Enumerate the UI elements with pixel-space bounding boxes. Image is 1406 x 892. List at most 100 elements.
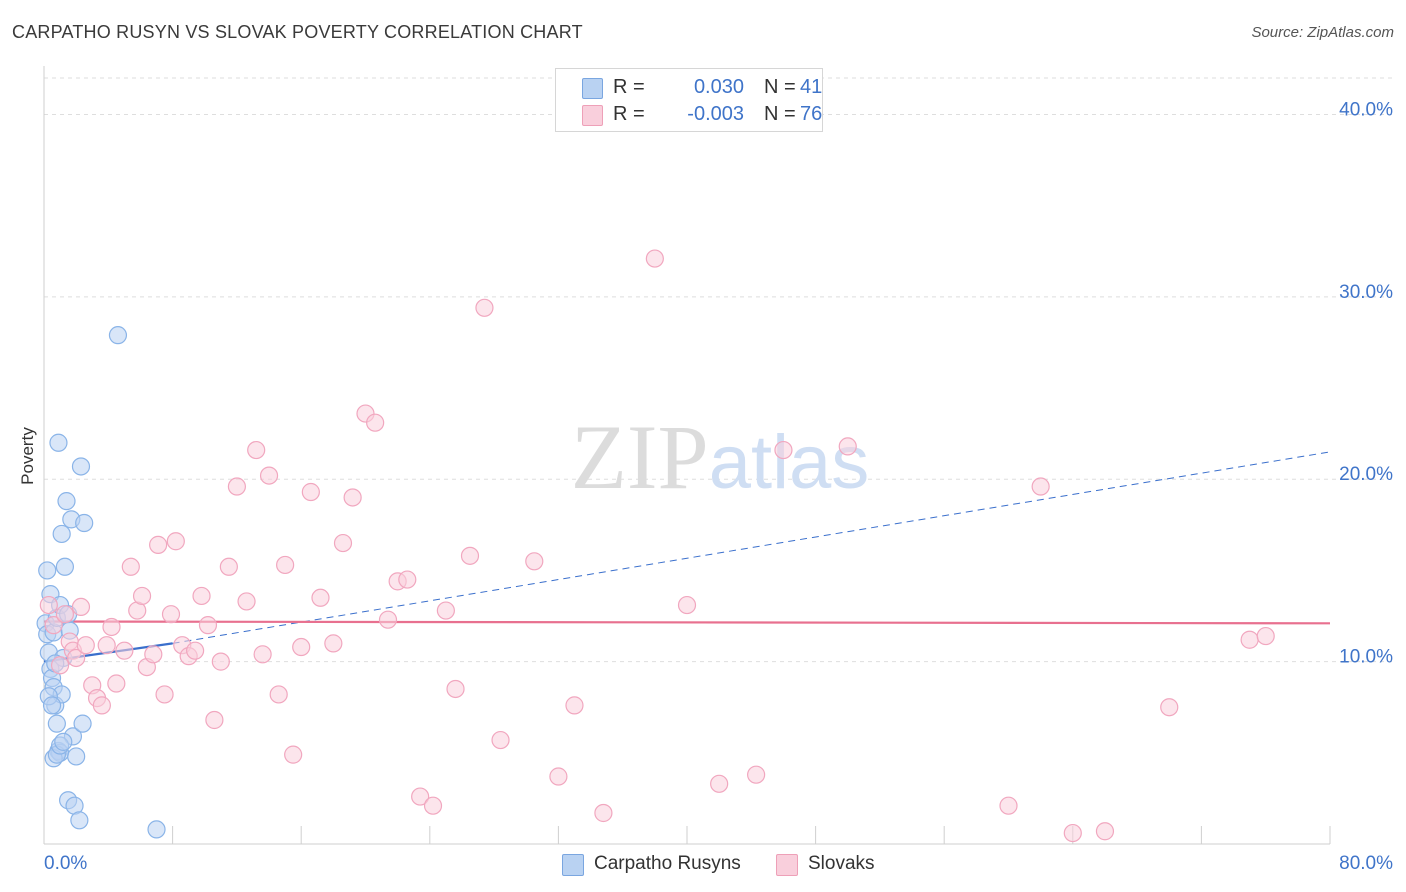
carpatho-rusyn-point [54,732,73,751]
slovak-point [594,803,613,823]
slovak-point [677,595,697,615]
slovak-point [1031,477,1050,496]
chart-legend: Carpatho Rusyns Slovaks [0,850,1406,880]
tick-labels: 10.0% 20.0% 30.0% 40.0% 0.0% 80.0% [44,99,1393,874]
slovak-point [144,645,163,664]
slovak-point [999,796,1018,815]
slovak-point [1256,626,1275,646]
carpatho-rusyn-point [42,696,62,715]
source-note: Source: ZipAtlas.com [1251,24,1394,41]
slovak-point [121,557,140,576]
slovak-point [292,637,311,657]
slovak-point [92,696,111,715]
slovak-point [186,641,205,660]
slovak-point [747,765,766,784]
y-tick-label: 10.0% [1339,647,1393,668]
slovak-point [343,488,362,507]
slovak-point [259,466,279,485]
slovak-point [565,696,584,715]
carpatho-swatch [582,78,603,99]
carpatho-rusyn-point [55,557,74,576]
r-value: 0.030 [693,76,744,98]
slovak-point [475,298,494,317]
slovak-point [1160,698,1179,717]
slovak-point [446,679,465,699]
y-axis-label: Poverty [18,427,37,485]
slovak-point [311,588,330,607]
slovak-point [149,535,168,554]
slovak-point [324,634,343,653]
slovak-point [219,557,238,576]
chart-title: CARPATHO RUSYN VS SLOVAK POVERTY CORRELA… [12,22,583,42]
watermark-atlas: atlas [709,420,870,505]
n-value: 76 [800,103,823,125]
slovak-point [76,636,95,655]
slovak-point [284,745,303,764]
carpatho-rusyn-point [147,820,166,839]
correlation-stats-box: R = 0.030 N = 41 R = -0.003 N = 76 [555,68,823,132]
y-tick-label: 40.0% [1339,99,1393,120]
slovak-point [247,440,266,460]
y-tick-label: 30.0% [1339,282,1393,303]
carpatho-rusyn-point [67,747,86,766]
slovak-point [102,617,121,637]
slovak-point [39,595,58,615]
x-tick-label-min: 0.0% [44,853,87,874]
grid-lines [44,77,1394,663]
slovak-point [645,249,664,268]
x-tick-label-max: 80.0% [1339,853,1393,874]
slovak-point [333,533,353,553]
legend-label: Slovaks [808,853,875,874]
n-label: N = [764,76,796,98]
watermark-zip: ZIP [571,406,709,508]
slovak-point [525,552,544,571]
carpatho-trend-dashed [172,451,1331,644]
slovak-point [132,586,152,606]
data-points [36,249,1275,843]
slovak-point [71,597,91,617]
slovak-point [97,636,116,655]
r-label: R = [613,103,645,125]
carpatho-rusyn-point [47,714,66,733]
slovak-point [269,685,288,704]
y-tick-label: 20.0% [1339,464,1393,485]
slovak-point [710,774,729,793]
slovak-point [774,440,793,460]
slovak-point [838,437,857,456]
slovak-point [549,767,568,786]
axes [43,66,1331,845]
slovak-point [253,645,272,664]
slovak-point [237,592,256,611]
slovak-point [211,652,230,671]
n-value: 41 [800,76,823,98]
carpatho-rusyn-point [71,457,91,476]
slovak-point [423,796,443,815]
r-value: -0.003 [687,103,744,125]
slovak-point [166,532,185,551]
r-label: R = [613,76,645,98]
slovak-point [67,648,86,668]
slovak-point [398,570,417,589]
carpatho-rusyn-point [75,513,94,533]
slovak-point [378,610,398,629]
slovak-point [192,586,211,606]
slovak-trend-line [43,620,1331,625]
slovak-point [491,730,510,750]
carpatho-rusyn-point [38,561,57,580]
n-label: N = [764,103,796,125]
slovak-point [1063,823,1082,843]
slovak-point [205,710,224,730]
slovak-point [366,413,385,432]
carpatho-rusyn-point [73,714,92,733]
slovaks-swatch [582,105,603,126]
slovak-point [155,685,174,704]
slovak-point [50,656,70,675]
carpatho-rusyn-point [49,433,68,452]
slovak-point [44,616,63,635]
slovak-point [107,674,126,693]
legend-swatch-carpatho [562,854,584,876]
legend-swatch-slovaks [776,854,798,876]
slovak-point [1240,630,1259,649]
slovak-point [1095,822,1115,841]
